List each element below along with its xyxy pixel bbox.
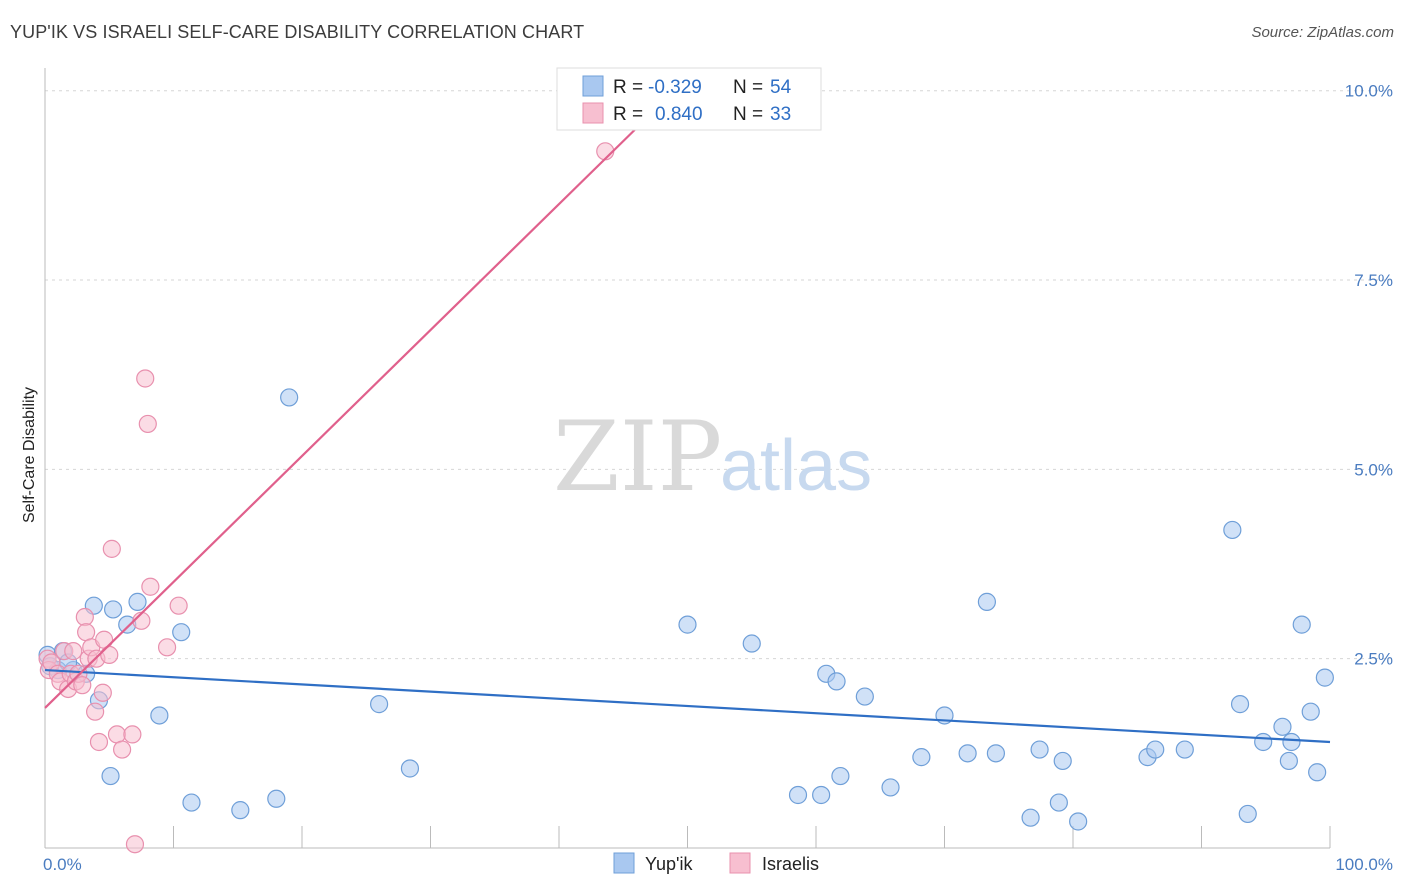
israelis-point [102, 539, 121, 558]
watermark-atlas: atlas [720, 426, 872, 506]
legend-r-label: R = [613, 77, 643, 98]
yupik-point [1308, 763, 1327, 782]
yupik-point [986, 744, 1006, 763]
gridlines [45, 90, 1394, 660]
yupik-point [1021, 808, 1040, 827]
israelis-point [141, 577, 160, 596]
yupik-point [1223, 520, 1242, 540]
correlation-legend: R = -0.329 N = 54 R = 0.840 N = 33 [556, 67, 822, 131]
x-tick-label: 100.0% [1335, 855, 1393, 874]
yupik-point [370, 695, 389, 714]
israelis-point [125, 835, 145, 854]
yupik-point [1292, 615, 1311, 634]
series-legend-label-yupik: Yup'ik [645, 854, 693, 874]
israelis-point [169, 596, 188, 615]
israelis-trend-line [44, 89, 676, 709]
yupik-point [678, 615, 697, 634]
israelis-point [136, 369, 155, 388]
israelis-point [112, 740, 132, 759]
legend-r-value: -0.329 [648, 77, 702, 98]
series-legend-swatch-israelis [729, 852, 751, 874]
trend-lines [44, 89, 1331, 744]
y-tick-labels: 2.5% 5.0% 7.5% 10.0% [1345, 82, 1393, 669]
israelis-point [100, 645, 119, 664]
yupik-point [1279, 751, 1298, 771]
yupik-point [788, 785, 808, 805]
yupik-point [1273, 717, 1292, 736]
yupik-point [128, 592, 147, 611]
x-tick-labels: 0.0% 100.0% [43, 855, 1393, 874]
yupik-point [1238, 804, 1257, 824]
legend-n-label: N = [733, 104, 763, 125]
yupik-point [267, 789, 286, 808]
legend-n-label: N = [733, 77, 763, 98]
yupik-point [1049, 793, 1068, 812]
series-legend-label-israelis: Israelis [762, 854, 819, 874]
yupik-point [831, 766, 850, 786]
y-tick-label: 10.0% [1345, 82, 1393, 101]
israelis-point [77, 623, 96, 642]
israelis-point [64, 642, 83, 661]
yupik-trend-line [44, 668, 1331, 744]
yupik-point [1301, 702, 1320, 721]
yupik-point [1146, 740, 1165, 759]
x-tick-label: 0.0% [43, 855, 82, 874]
yupik-point [827, 672, 846, 691]
yupik-point [231, 801, 250, 820]
yupik-point [1175, 740, 1194, 759]
legend-r-value: 0.840 [655, 104, 703, 125]
yupik-point [881, 778, 900, 797]
yupik-point [855, 687, 874, 706]
israelis-point [75, 607, 94, 627]
yupik-point [150, 706, 169, 725]
legend-n-value: 54 [770, 77, 792, 98]
legend-r-label: R = [613, 104, 643, 125]
yupik-point [1282, 732, 1301, 752]
y-tick-label: 7.5% [1354, 271, 1393, 290]
yupik-point [400, 759, 420, 778]
data-points [38, 142, 1334, 854]
israelis-point [89, 732, 109, 752]
yupik-point [912, 748, 931, 767]
legend-swatch-yupik [582, 75, 604, 97]
yupik-point [182, 793, 201, 812]
series-legend: Yup'ik Israelis [613, 852, 819, 874]
chart-title: YUP'IK VS ISRAELI SELF-CARE DISABILITY C… [10, 22, 585, 42]
yupik-point [172, 623, 191, 642]
watermark-zip: ZIP [553, 401, 722, 513]
israelis-point [73, 676, 92, 695]
israelis-point [123, 725, 142, 744]
axes [44, 68, 1331, 849]
yupik-point [1069, 812, 1088, 831]
yupik-point [1254, 732, 1273, 752]
yupik-point [812, 785, 831, 805]
legend-swatch-israelis [582, 102, 604, 124]
yupik-point [1030, 740, 1049, 759]
israelis-point [93, 683, 112, 702]
series-legend-swatch-yupik [613, 852, 635, 874]
yupik-point [104, 600, 123, 619]
israelis-point [157, 638, 177, 657]
yupik-point [1230, 695, 1250, 714]
yupik-point [101, 766, 120, 786]
y-tick-label: 5.0% [1354, 460, 1393, 479]
yupik-point [280, 388, 299, 407]
yupik-point [977, 592, 997, 611]
y-tick-label: 2.5% [1354, 650, 1393, 669]
source-label: Source: ZipAtlas.com [1251, 24, 1394, 41]
israelis-point [138, 414, 157, 434]
israelis-point [86, 702, 105, 721]
yupik-point [958, 744, 977, 763]
yupik-point [1053, 751, 1072, 771]
legend-n-value: 33 [770, 104, 791, 125]
yupik-point [1315, 668, 1334, 687]
israelis-point [95, 630, 114, 649]
y-axis-label: Self-Care Disability [21, 387, 38, 523]
yupik-point [742, 634, 761, 653]
israelis-point [107, 725, 127, 744]
